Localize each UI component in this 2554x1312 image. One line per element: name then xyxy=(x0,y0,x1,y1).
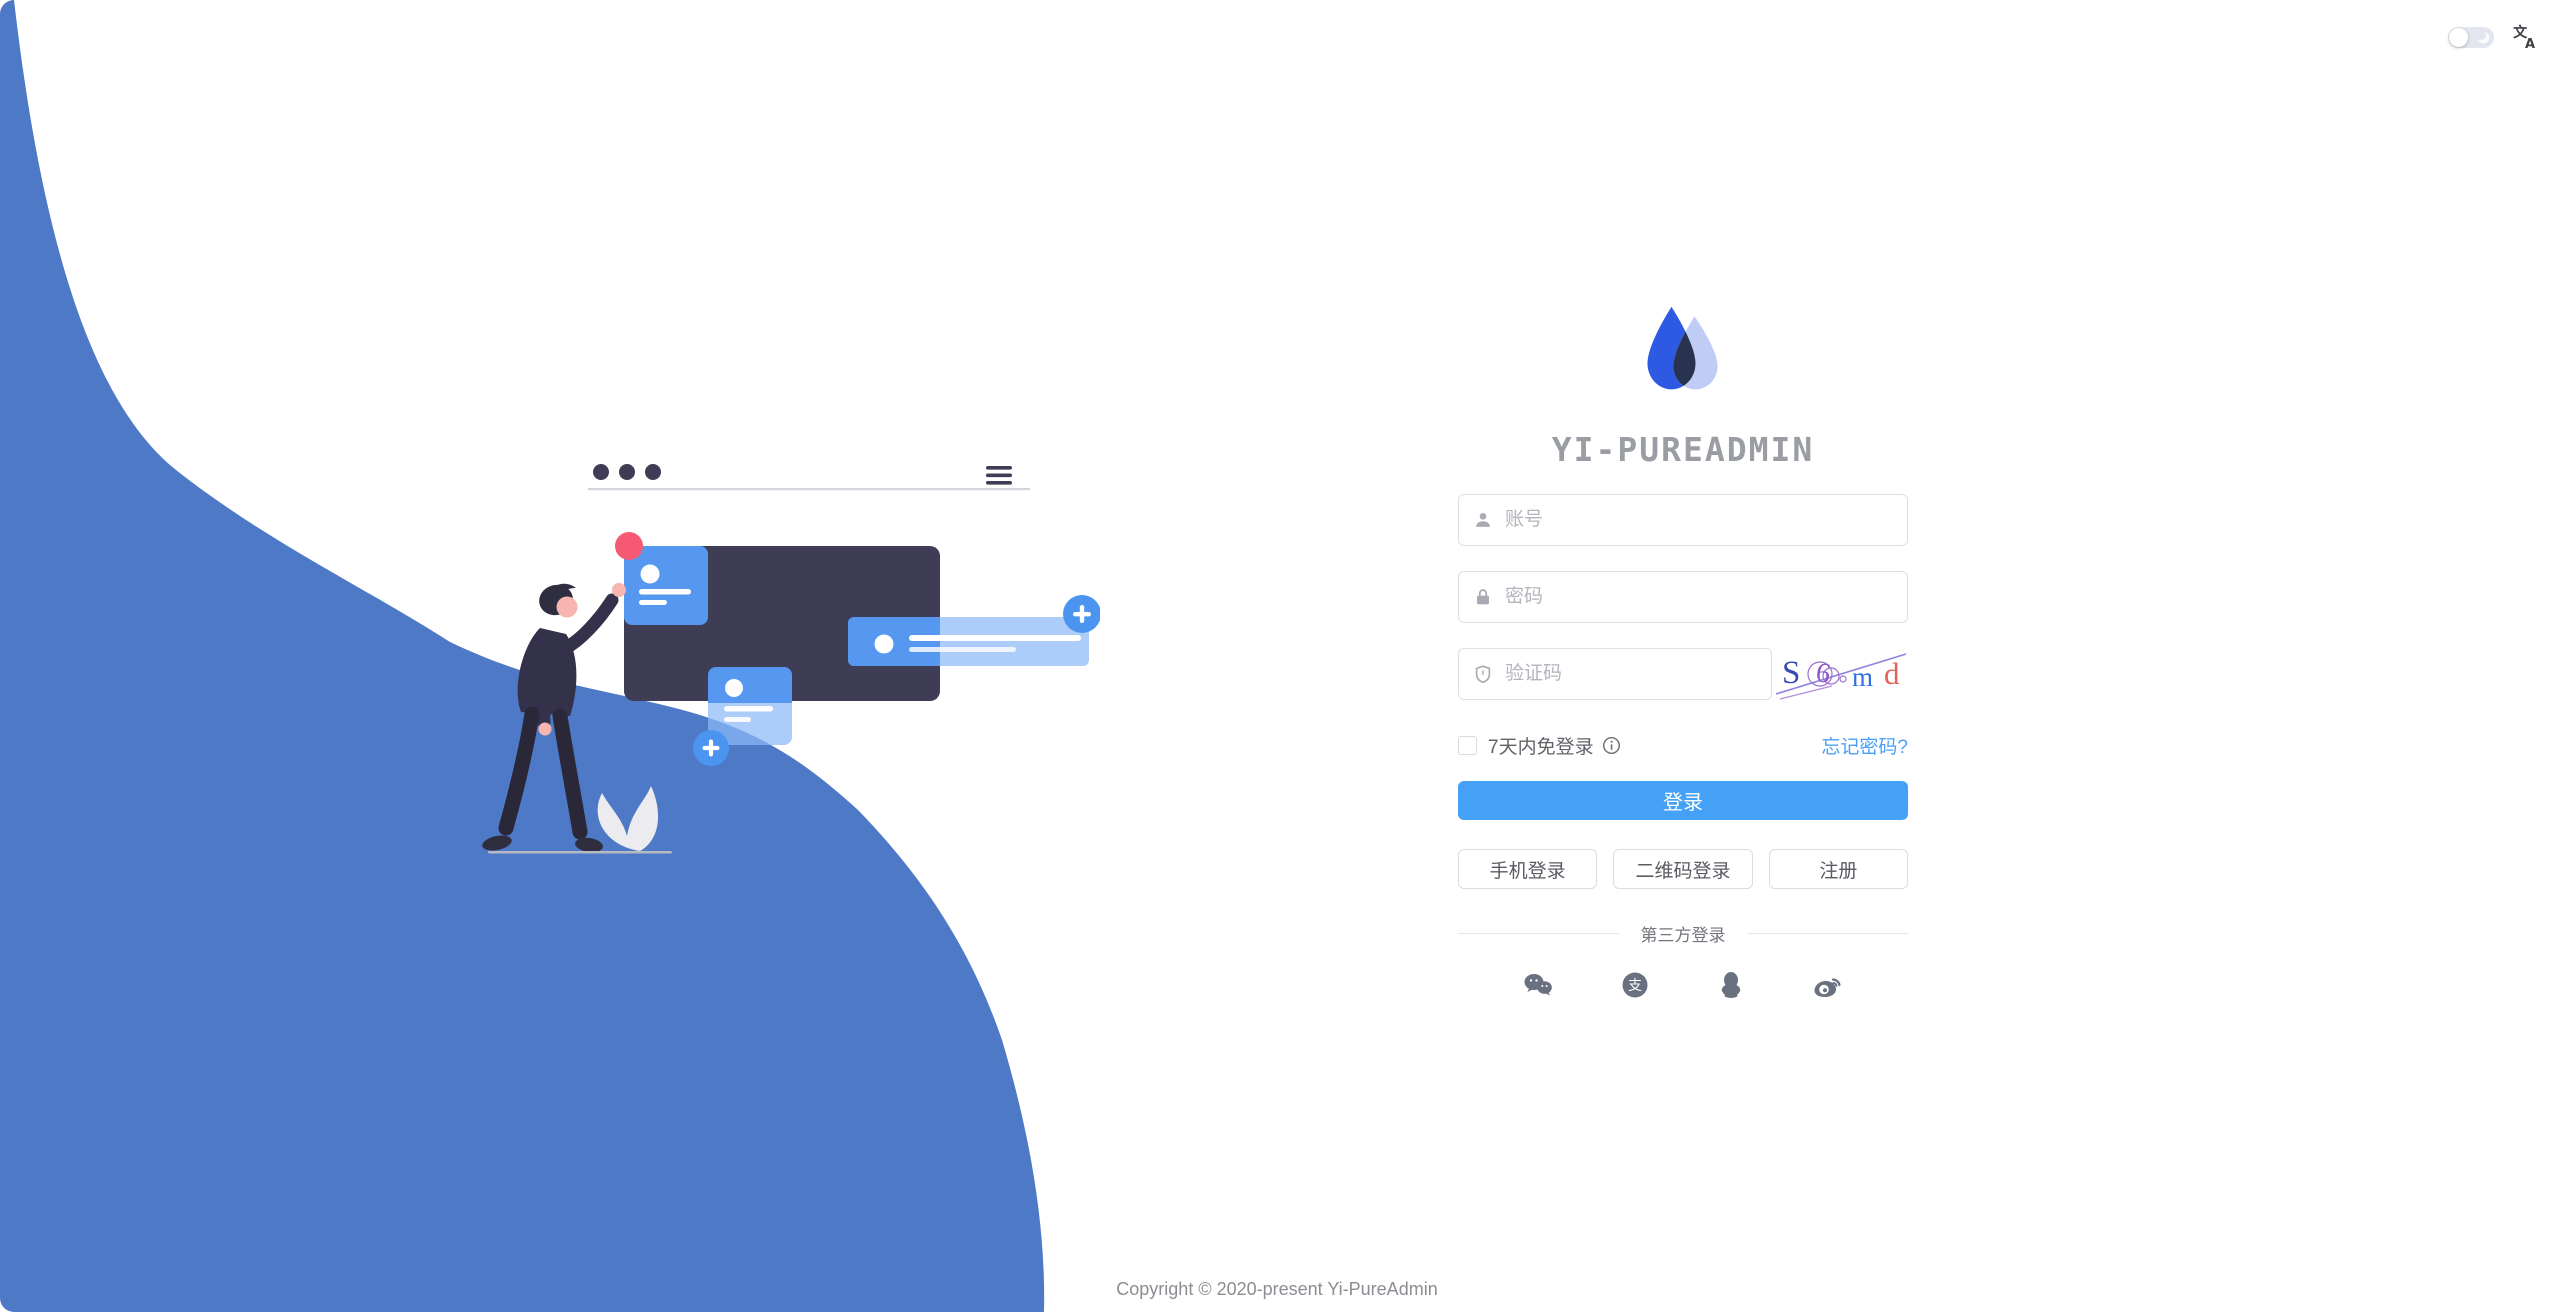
login-button[interactable]: 登录 xyxy=(1458,781,1908,820)
captcha-row: S 6 m d xyxy=(1458,648,1908,700)
forgot-password-link[interactable]: 忘记密码? xyxy=(1821,737,1908,758)
moon-icon xyxy=(2477,30,2490,43)
social-login-row: 支 xyxy=(1523,970,1843,1000)
captcha-noise xyxy=(1776,653,1907,700)
remember-checkbox[interactable] xyxy=(1458,736,1477,755)
phone-login-button[interactable]: 手机登录 xyxy=(1458,849,1598,889)
alt-login-row: 手机登录 二维码登录 注册 xyxy=(1458,849,1908,889)
captcha-input[interactable] xyxy=(1458,648,1772,700)
person-figure xyxy=(482,583,626,853)
login-illustration xyxy=(0,0,1100,1312)
account-field-wrap xyxy=(1458,494,1908,546)
password-field-wrap xyxy=(1458,571,1908,623)
login-panel: YI-PUREADMIN xyxy=(1458,300,1908,1000)
register-button[interactable]: 注册 xyxy=(1768,849,1908,889)
svg-text:文: 文 xyxy=(2513,24,2528,41)
alipay-icon[interactable]: 支 xyxy=(1620,970,1650,1000)
captcha-char: S xyxy=(1782,655,1801,691)
copyright-text: Copyright © 2020-present Yi-PureAdmin xyxy=(1116,1279,1438,1299)
wave-shape xyxy=(0,0,1045,1312)
divider-label: 第三方登录 xyxy=(1640,926,1726,945)
svg-text:A: A xyxy=(2525,37,2535,50)
divider-line xyxy=(1747,933,1908,934)
wechat-icon[interactable] xyxy=(1523,970,1553,1000)
qr-login-button[interactable]: 二维码登录 xyxy=(1613,849,1753,889)
captcha-char: m xyxy=(1852,662,1874,692)
remember-row: 7天内免登录 忘记密码? xyxy=(1458,732,1908,759)
logo-drop-overlap xyxy=(1673,316,1696,390)
divider-line xyxy=(1458,933,1619,934)
dark-mode-toggle[interactable] xyxy=(2448,26,2494,48)
remember-label: 7天内免登录 xyxy=(1488,737,1594,758)
lock-icon xyxy=(1477,589,1489,605)
header-controls: 文 A xyxy=(2448,24,2538,50)
account-input[interactable] xyxy=(1458,494,1908,546)
third-party-divider: 第三方登录 xyxy=(1458,921,1908,946)
shield-icon xyxy=(1475,665,1491,684)
captcha-char: d xyxy=(1884,656,1900,691)
toggle-knob xyxy=(2449,27,2468,47)
page-title: YI-PUREADMIN xyxy=(1551,430,1815,469)
captcha-field-wrap xyxy=(1458,648,1772,700)
password-input[interactable] xyxy=(1458,571,1908,623)
captcha-image[interactable]: S 6 m d xyxy=(1776,648,1908,700)
translate-icon[interactable]: 文 A xyxy=(2512,24,2538,50)
qq-icon[interactable] xyxy=(1716,970,1746,1000)
weibo-icon[interactable] xyxy=(1813,970,1843,1000)
svg-text:支: 支 xyxy=(1628,978,1642,994)
user-icon xyxy=(1476,513,1490,527)
brand-logo xyxy=(1458,300,1908,402)
info-icon[interactable] xyxy=(1602,736,1621,755)
